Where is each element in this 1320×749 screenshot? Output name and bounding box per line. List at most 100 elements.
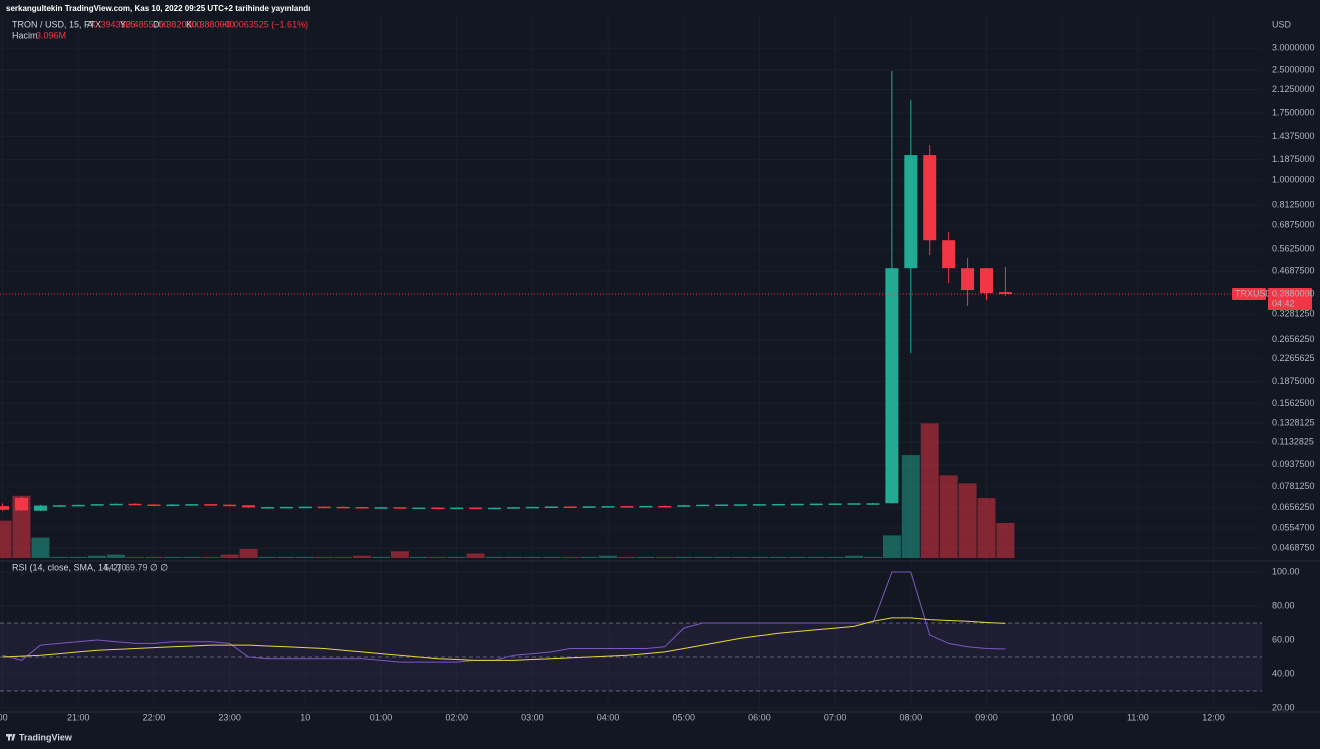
candle-body <box>279 506 293 509</box>
x-tick-label: 05:00 <box>672 712 695 722</box>
candle-body <box>961 268 975 291</box>
y-tick-label: 0.1562500 <box>1272 398 1315 408</box>
candle-body <box>998 292 1012 295</box>
candle-body <box>0 506 10 510</box>
candle-body <box>488 507 502 510</box>
y-tick-label: 0.0468750 <box>1272 543 1315 553</box>
publisher: serkangultekin TradingView.com, Kas 10, … <box>6 4 310 13</box>
x-tick-label: 08:00 <box>900 712 923 722</box>
candle-body <box>601 506 615 508</box>
volume-bar <box>504 556 523 558</box>
rsi-tick-label: 60.00 <box>1272 634 1295 644</box>
rsi-value: 54.70 <box>104 562 127 572</box>
candle-body <box>128 503 142 506</box>
candle-body <box>336 506 350 509</box>
rsi-tick-label: 80.00 <box>1272 600 1295 610</box>
rsi-extra: ∅ ∅ <box>150 562 168 572</box>
y-tick-label: 0.0937500 <box>1272 459 1315 469</box>
volume-bar <box>258 556 277 558</box>
volume-bar <box>126 556 145 558</box>
rsi-tick-label: 20.00 <box>1272 702 1295 712</box>
volume-bar <box>523 556 542 558</box>
candle-body <box>904 155 918 269</box>
volume-bar <box>88 555 107 558</box>
legend-value: 0.3820000 <box>159 19 202 29</box>
volume-bar <box>201 556 220 558</box>
y-tick-label: 1.4375000 <box>1272 131 1315 141</box>
x-tick-label: 11:00 <box>1127 712 1149 722</box>
price-tag-symbol-bg <box>1232 288 1266 301</box>
volume-bar <box>353 555 372 558</box>
candle-body <box>620 506 634 508</box>
y-tick-label: 2.5000000 <box>1272 64 1315 74</box>
legend-key: Y <box>120 19 126 29</box>
volume-bar <box>788 556 807 558</box>
x-tick-label: 10 <box>300 712 310 722</box>
candle-body <box>412 507 426 510</box>
volume-bar <box>580 556 599 558</box>
price-tag-symbol: TRXUSD <box>1235 288 1273 298</box>
volume-bar <box>750 556 769 558</box>
candle-body <box>242 505 256 508</box>
rsi-line <box>2 571 1006 663</box>
volume-bar <box>390 551 409 558</box>
footer <box>0 729 1320 749</box>
volume-bar <box>277 556 296 558</box>
brand-logo <box>6 734 16 741</box>
candle-body <box>260 507 274 509</box>
candle-body <box>393 507 407 509</box>
volume-bar <box>958 483 977 558</box>
candle-body <box>582 506 596 508</box>
legend-key: K <box>186 19 192 29</box>
y-tick-label: 0.2656250 <box>1272 334 1315 344</box>
candle-body <box>866 503 880 505</box>
volume-bar <box>466 553 485 558</box>
candle-body <box>147 504 161 507</box>
candle-body <box>298 506 312 509</box>
volume-bar <box>599 555 618 558</box>
x-tick-label: 09:00 <box>975 712 998 722</box>
candle-body <box>109 503 123 506</box>
rsi-tick-label: 40.00 <box>1272 668 1295 678</box>
y-tick-label: 0.2265625 <box>1272 353 1315 363</box>
rsi-title: RSI (14, close, SMA, 14, 2) <box>12 562 121 572</box>
candle-body <box>847 503 861 505</box>
candle-body <box>355 507 369 509</box>
volume-value: 3.096M <box>36 30 66 40</box>
volume-bar <box>69 556 88 558</box>
candle-body <box>185 504 199 506</box>
volume-bar <box>239 548 258 558</box>
candle-body <box>752 504 766 506</box>
x-tick-label: 00 <box>0 712 8 722</box>
candle-body <box>525 506 539 509</box>
y-tick-label: 0.4687500 <box>1272 266 1315 276</box>
y-tick-label: 1.7500000 <box>1272 107 1315 117</box>
volume-bar <box>920 423 939 558</box>
candle-body <box>942 240 956 269</box>
volume-bar <box>807 556 826 558</box>
legend-key: A <box>87 19 93 29</box>
price-tag-countdown: 04:42 <box>1272 298 1295 308</box>
volume-bar <box>220 554 239 558</box>
x-tick-label: 07:00 <box>824 712 847 722</box>
y-tick-label: 0.0656250 <box>1272 502 1315 512</box>
y-tick-label: 0.3281250 <box>1272 309 1315 319</box>
y-tick-label: 0.8125000 <box>1272 200 1315 210</box>
volume-bar <box>31 537 50 558</box>
y-tick-label: 0.0781250 <box>1272 481 1315 491</box>
volume-bar <box>617 556 636 558</box>
volume-bar <box>334 556 353 558</box>
volume-bar <box>636 556 655 558</box>
volume-bar <box>447 556 466 558</box>
volume-bar <box>561 556 580 558</box>
symbol: TRON / USD, 15, FTX <box>12 19 101 29</box>
candle-body <box>923 155 937 241</box>
legend-key: D <box>153 19 160 29</box>
x-tick-label: 23:00 <box>218 712 241 722</box>
candle-body <box>469 507 483 510</box>
candle-body <box>450 507 464 510</box>
candle-body <box>639 505 653 508</box>
grid <box>0 15 1262 709</box>
candle-body <box>431 507 445 510</box>
